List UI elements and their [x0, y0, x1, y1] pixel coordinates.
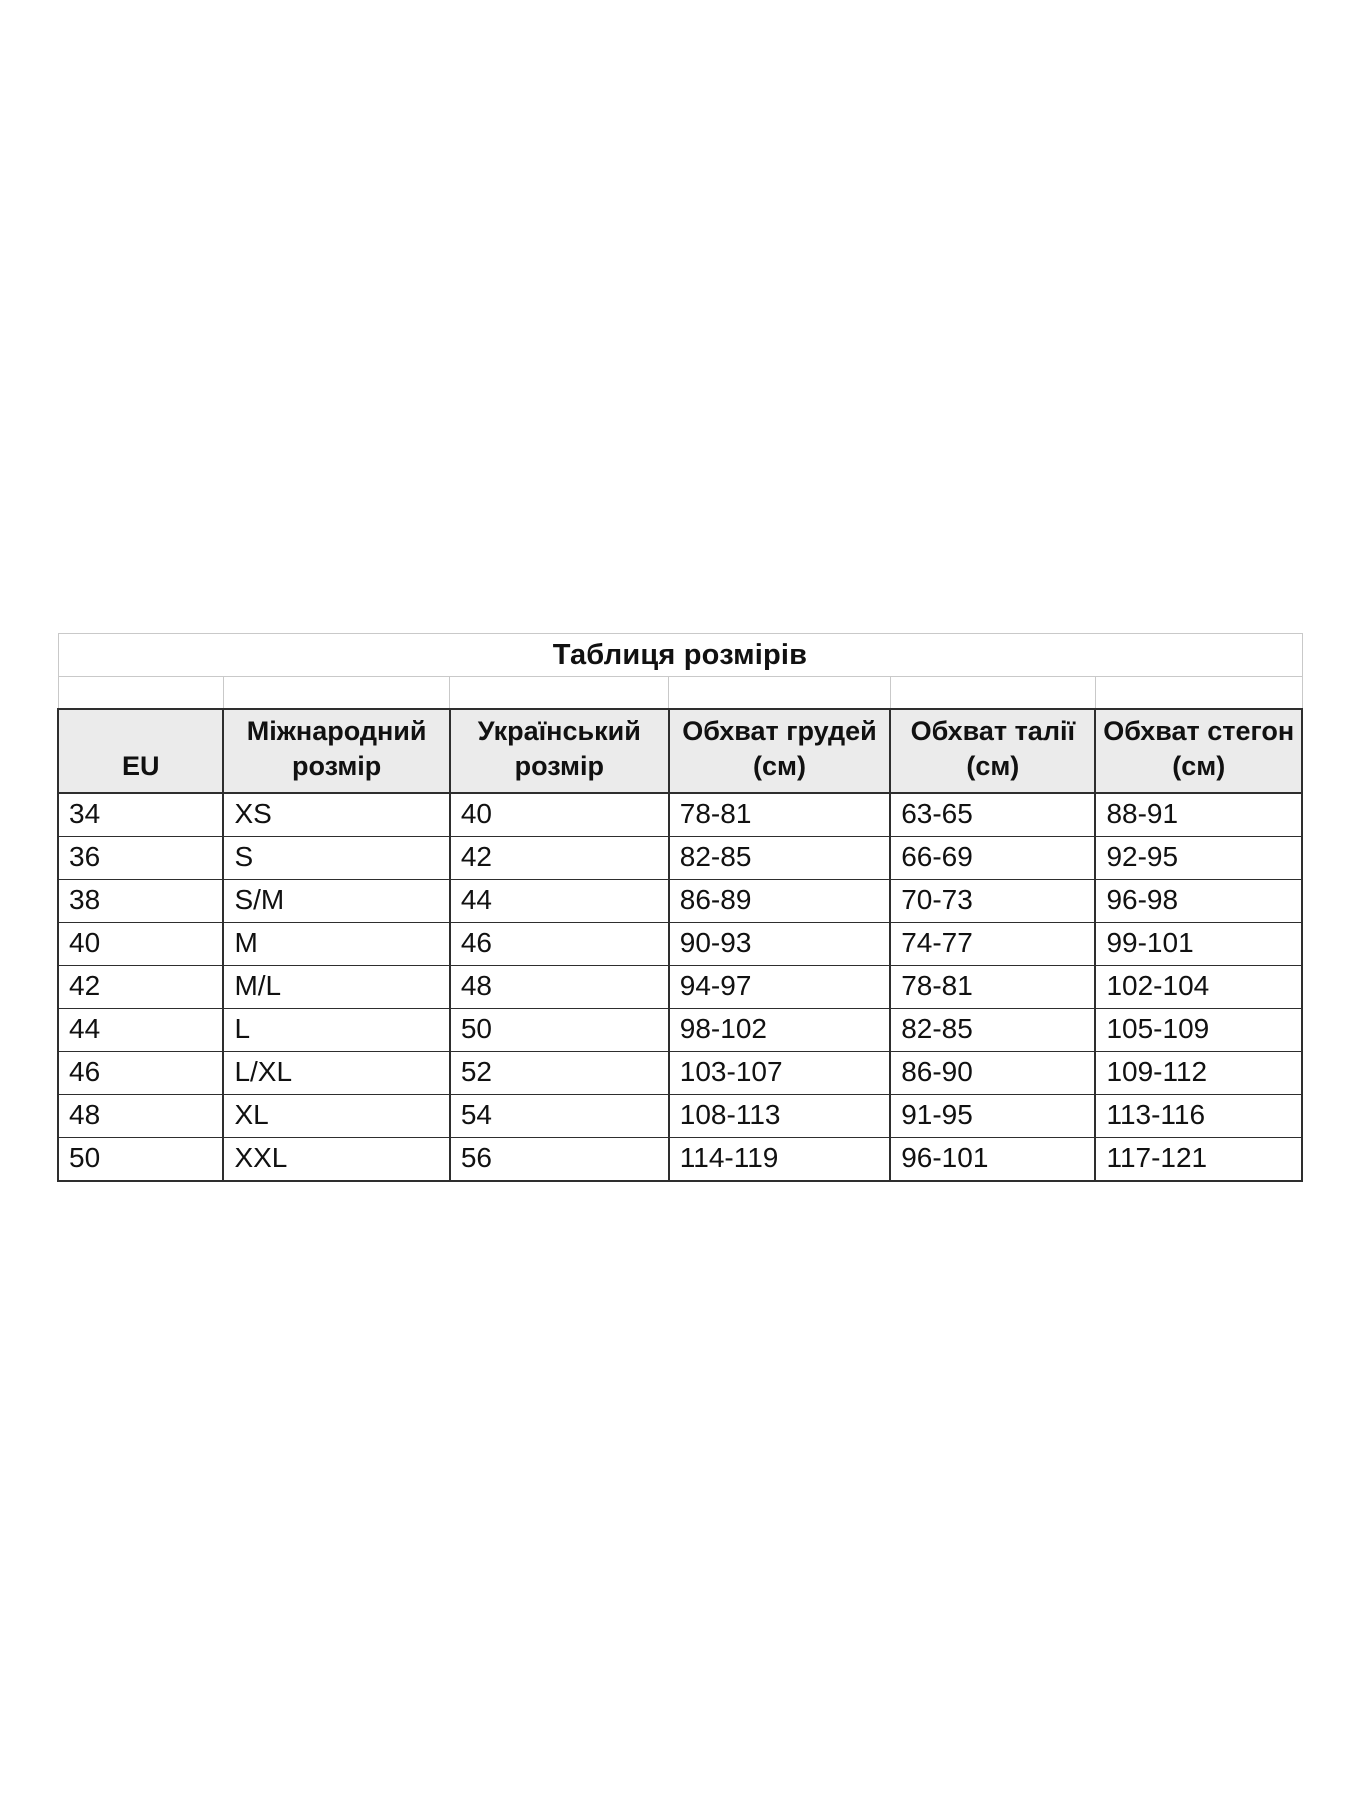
table-cell: 109-112: [1094, 1051, 1303, 1096]
spacer-cell: [889, 676, 1096, 710]
table-cell: 91-95: [889, 1094, 1097, 1139]
table-cell: 70-73: [889, 879, 1097, 924]
table-row: 42 M/L 48 94-97 78-81 102-104: [56, 965, 1303, 1010]
table-cell: 88-91: [1094, 792, 1303, 838]
column-header-hips: Обхват стегон (см): [1094, 707, 1303, 795]
table-row: 50 XXL 56 114-119 96-101 117-121: [56, 1137, 1303, 1183]
table-row: 36 S 42 82-85 66-69 92-95: [56, 836, 1303, 881]
spacer-cell: [1094, 676, 1303, 710]
table-cell: 90-93: [667, 922, 892, 967]
table-cell: XXL: [222, 1137, 451, 1183]
table-cell: 46: [56, 1051, 225, 1096]
table-cell: S: [222, 836, 451, 881]
table-row: 40 M 46 90-93 74-77 99-101: [56, 922, 1303, 967]
table-cell: 117-121: [1094, 1137, 1303, 1183]
table-cell: 48: [56, 1094, 225, 1139]
table-cell: 52: [448, 1051, 670, 1096]
table-cell: 92-95: [1094, 836, 1303, 881]
table-cell: 36: [56, 836, 225, 881]
table-title: Таблиця розмірів: [57, 633, 1303, 677]
table-cell: L: [222, 1008, 451, 1053]
table-cell: 94-97: [667, 965, 892, 1010]
table-cell: 96-98: [1094, 879, 1303, 924]
table-body: 34 XS 40 78-81 63-65 88-91 36 S 42 82-85 66-69 92-9…: [56, 792, 1303, 1183]
table-cell: 99-101: [1094, 922, 1303, 967]
table-cell: 42: [56, 965, 225, 1010]
spacer-cell: [57, 676, 224, 710]
table-cell: 98-102: [667, 1008, 892, 1053]
table-cell: 86-90: [889, 1051, 1097, 1096]
table-cell: 44: [56, 1008, 225, 1053]
table-spacer-row: [57, 676, 1303, 710]
table-cell: XS: [222, 792, 451, 838]
table-row: 38 S/M 44 86-89 70-73 96-98: [56, 879, 1303, 924]
spacer-cell: [668, 676, 891, 710]
size-chart-table: Таблиця розмірів EU Міжнародний розмір У…: [56, 633, 1303, 1183]
table-row: 48 XL 54 108-113 91-95 113-116: [56, 1094, 1303, 1139]
table-cell: 78-81: [667, 792, 892, 838]
column-header-international-size: Міжнародний розмір: [222, 707, 451, 795]
table-cell: 82-85: [667, 836, 892, 881]
table-cell: 66-69: [889, 836, 1097, 881]
table-cell: XL: [222, 1094, 451, 1139]
table-cell: 50: [56, 1137, 225, 1183]
table-cell: 50: [448, 1008, 670, 1053]
table-cell: 56: [448, 1137, 670, 1183]
table-cell: 40: [56, 922, 225, 967]
column-header-waist: Обхват талії (см): [889, 707, 1097, 795]
column-header-chest: Обхват грудей (см): [667, 707, 892, 795]
table-cell: 63-65: [889, 792, 1097, 838]
table-cell: 86-89: [667, 879, 892, 924]
spacer-cell: [222, 676, 451, 710]
table-cell: M: [222, 922, 451, 967]
table-cell: 103-107: [667, 1051, 892, 1096]
table-cell: 114-119: [667, 1137, 892, 1183]
table-cell: L/XL: [222, 1051, 451, 1096]
table-row: 46 L/XL 52 103-107 86-90 109-112: [56, 1051, 1303, 1096]
table-cell: 102-104: [1094, 965, 1303, 1010]
table-cell: 54: [448, 1094, 670, 1139]
table-cell: 82-85: [889, 1008, 1097, 1053]
table-cell: 42: [448, 836, 670, 881]
table-cell: 96-101: [889, 1137, 1097, 1183]
table-header-row: EU Міжнародний розмір Український розмір…: [56, 707, 1303, 795]
table-cell: 74-77: [889, 922, 1097, 967]
table-cell: 38: [56, 879, 225, 924]
table-cell: 46: [448, 922, 670, 967]
table-row: 34 XS 40 78-81 63-65 88-91: [56, 792, 1303, 838]
column-header-ukrainian-size: Український розмір: [448, 707, 670, 795]
table-cell: 44: [448, 879, 670, 924]
table-row: 44 L 50 98-102 82-85 105-109: [56, 1008, 1303, 1053]
table-cell: 108-113: [667, 1094, 892, 1139]
table-cell: 78-81: [889, 965, 1097, 1010]
table-cell: 113-116: [1094, 1094, 1303, 1139]
table-cell: M/L: [222, 965, 451, 1010]
table-cell: 40: [448, 792, 670, 838]
table-title-row: Таблиця розмірів: [57, 633, 1303, 677]
table-cell: 48: [448, 965, 670, 1010]
table-cell: 105-109: [1094, 1008, 1303, 1053]
spacer-cell: [449, 676, 670, 710]
table-cell: S/M: [222, 879, 451, 924]
column-header-eu: EU: [56, 707, 225, 795]
table-cell: 34: [56, 792, 225, 838]
